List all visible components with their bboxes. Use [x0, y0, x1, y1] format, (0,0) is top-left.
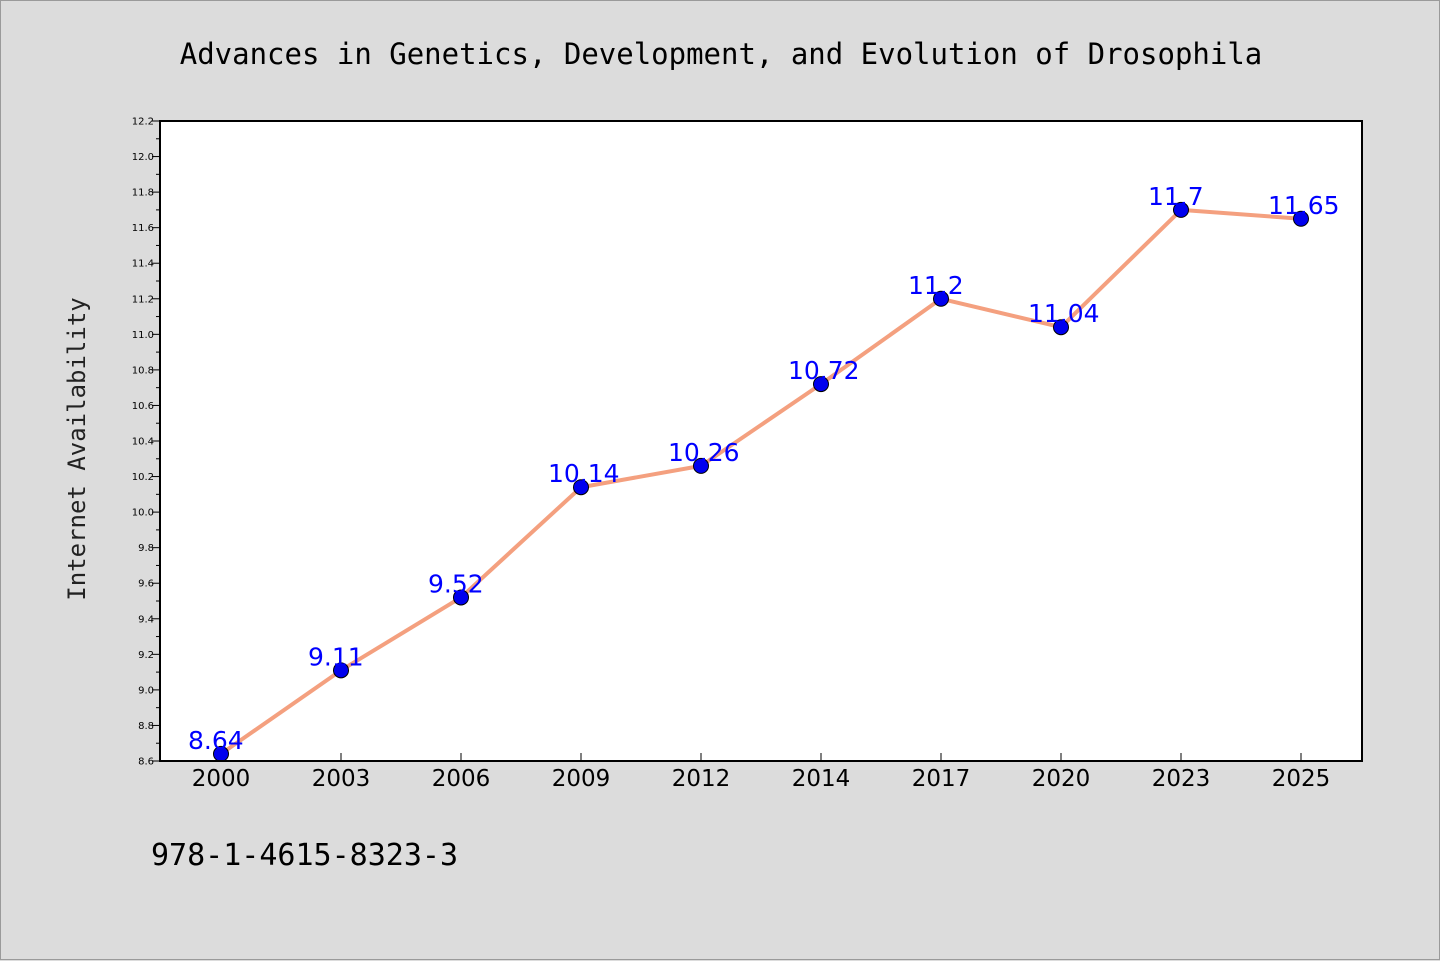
y-tick-label: 10.4 — [132, 437, 154, 448]
y-tick-label: 9.2 — [138, 650, 154, 661]
data-label: 11.7 — [1148, 182, 1204, 211]
data-label: 10.72 — [788, 356, 860, 385]
x-tick-label: 2014 — [792, 766, 851, 792]
x-axis: 2000 2003 2006 2009 2012 2014 2017 2020 2023 2025 — [192, 753, 1331, 792]
y-tick-label: 9.8 — [138, 543, 154, 554]
x-tick-label: 2009 — [552, 766, 611, 792]
x-tick-label: 2017 — [912, 766, 971, 792]
y-axis-label: Internet Availability — [63, 297, 91, 600]
data-point — [933, 290, 949, 307]
series-line-group — [213, 201, 1309, 762]
isbn-text: 978-1-4615-8323-3 — [151, 838, 458, 873]
y-tick-label: 11.2 — [132, 294, 154, 305]
x-tick-label: 2023 — [1152, 766, 1211, 792]
y-tick-label: 9.0 — [138, 685, 154, 696]
data-label: 9.52 — [428, 569, 484, 598]
chart-title: Advances in Genetics, Development, and E… — [180, 37, 1263, 71]
y-tick-label: 8.8 — [138, 721, 154, 732]
x-tick-label: 2003 — [312, 766, 371, 792]
data-label: 11.04 — [1028, 299, 1100, 328]
data-label: 8.64 — [188, 726, 244, 755]
series-line — [219, 207, 1303, 756]
data-point — [813, 376, 829, 393]
data-point — [453, 589, 469, 606]
data-point — [573, 479, 589, 496]
y-tick-label: 12.2 — [132, 117, 154, 128]
data-point — [1053, 319, 1069, 336]
data-point — [1173, 201, 1189, 218]
y-tick-label: 11.6 — [132, 223, 154, 234]
y-tick-label: 9.6 — [138, 579, 154, 590]
y-tick-label: 8.6 — [138, 757, 154, 768]
y-tick-label: 10.0 — [132, 508, 154, 519]
data-label: 11.65 — [1268, 191, 1340, 220]
data-label: 11.2 — [908, 271, 964, 300]
x-tick-label: 2000 — [192, 766, 251, 792]
data-label: 10.14 — [548, 459, 620, 488]
y-tick-label: 12.0 — [132, 152, 154, 163]
data-label: 10.26 — [668, 438, 740, 467]
data-point — [693, 457, 709, 474]
data-label-group: 8.64 9.11 9.52 10.14 10.26 10.72 11.2 11.04 11.7… — [188, 182, 1340, 755]
y-axis: 8.6 8.8 9.0 9.2 9.4 9.6 9.8 10.0 10.2 10.4 10.6 10.… — [132, 117, 160, 768]
y-tick-label: 10.8 — [132, 365, 154, 376]
y-tick-label: 10.2 — [132, 472, 154, 483]
y-tick-label: 11.8 — [132, 188, 154, 199]
x-tick-label: 2012 — [672, 766, 731, 792]
x-tick-label: 2006 — [432, 766, 491, 792]
data-point — [1293, 210, 1309, 227]
y-tick-label: 11.4 — [132, 259, 154, 270]
x-tick-label: 2020 — [1032, 766, 1091, 792]
y-tick-label: 10.6 — [132, 401, 154, 412]
plot-frame — [159, 120, 1363, 762]
y-tick-label: 9.4 — [138, 614, 154, 625]
y-tick-label: 11.0 — [132, 330, 154, 341]
data-label: 9.11 — [308, 642, 364, 671]
data-point — [333, 662, 349, 679]
x-tick-label: 2025 — [1272, 766, 1331, 792]
